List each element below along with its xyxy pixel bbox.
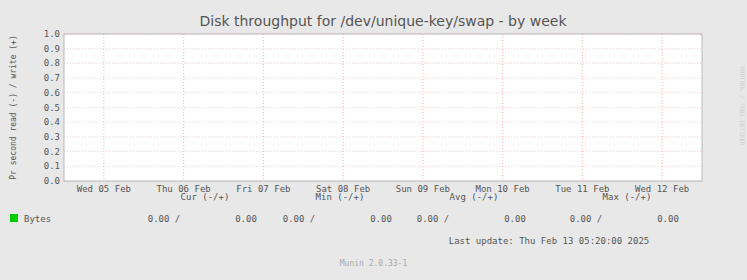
x-tick-label: Wed 05 Feb — [77, 184, 131, 194]
chart: 0.0 0.1 0.2 0.3 0.4 0.5 0.6 0.7 0.8 0.9 1.0 Wed 05 … — [0, 0, 747, 280]
y-grid-line — [64, 166, 702, 167]
background — [0, 0, 747, 280]
stats-value: 0.00 — [504, 214, 526, 224]
y-tick-label: 0.9 — [44, 44, 60, 54]
x-grid-line — [103, 34, 104, 181]
x-grid-line — [582, 34, 583, 181]
x-tick-label: Fri 07 Feb — [236, 184, 290, 194]
x-grid-line — [662, 34, 663, 181]
stats-value: 0.00 / — [570, 214, 603, 224]
y-grid-line — [64, 92, 702, 93]
y-grid-line — [64, 48, 702, 49]
x-tick-label: Sun 09 Feb — [396, 184, 450, 194]
x-grid-line — [502, 34, 503, 181]
plot-area — [64, 34, 702, 181]
legend-swatch — [10, 214, 18, 222]
version-label: Munin 2.0.33-1 — [340, 259, 408, 268]
y-grid-line — [64, 78, 702, 79]
y-tick-label: 1.0 — [44, 29, 60, 39]
y-tick-label: 0.8 — [44, 58, 60, 68]
y-axis-label: Pr second read (-) / write (+) — [9, 35, 18, 180]
y-tick-label: 0.6 — [44, 88, 60, 98]
y-tick-label: 0.5 — [44, 103, 60, 113]
y-grid-line — [64, 136, 702, 137]
stats-header: Avg (-/+) — [450, 192, 499, 202]
y-grid-line — [64, 151, 702, 152]
stats-value: 0.00 — [235, 214, 257, 224]
y-tick-label: 0.2 — [44, 147, 60, 157]
stats-value: 0.00 / — [417, 214, 450, 224]
watermark: RRDTOOL / TOBI OETIKER — [739, 66, 746, 146]
stats-header: Min (-/+) — [316, 192, 365, 202]
y-grid-line — [64, 122, 702, 123]
stats-value: 0.00 / — [283, 214, 316, 224]
plot-frame — [64, 34, 702, 181]
y-tick-label: 0.3 — [44, 132, 60, 142]
y-tick-label: 0.7 — [44, 73, 60, 83]
stats-value: 0.00 / — [148, 214, 181, 224]
stats-value: 0.00 — [657, 214, 679, 224]
stats-value: 0.00 — [370, 214, 392, 224]
x-grid-line — [263, 34, 264, 181]
x-grid-line — [343, 34, 344, 181]
y-tick-label: 0.0 — [44, 176, 60, 186]
y-tick-label: 0.4 — [44, 117, 60, 127]
title: Disk throughput for /dev/unique-key/swap… — [199, 13, 567, 29]
stats-header: Cur (-/+) — [181, 192, 230, 202]
stats-header: Max (-/+) — [603, 192, 652, 202]
last-update: Last update: Thu Feb 13 05:20:00 2025 — [449, 236, 649, 246]
x-grid-line — [183, 34, 184, 181]
y-tick-label: 0.1 — [44, 161, 60, 171]
x-grid-line — [422, 34, 423, 181]
legend-label: Bytes — [24, 214, 51, 224]
y-grid-line — [64, 63, 702, 64]
x-tick-label: Tue 11 Feb — [555, 184, 609, 194]
y-grid-line — [64, 107, 702, 108]
